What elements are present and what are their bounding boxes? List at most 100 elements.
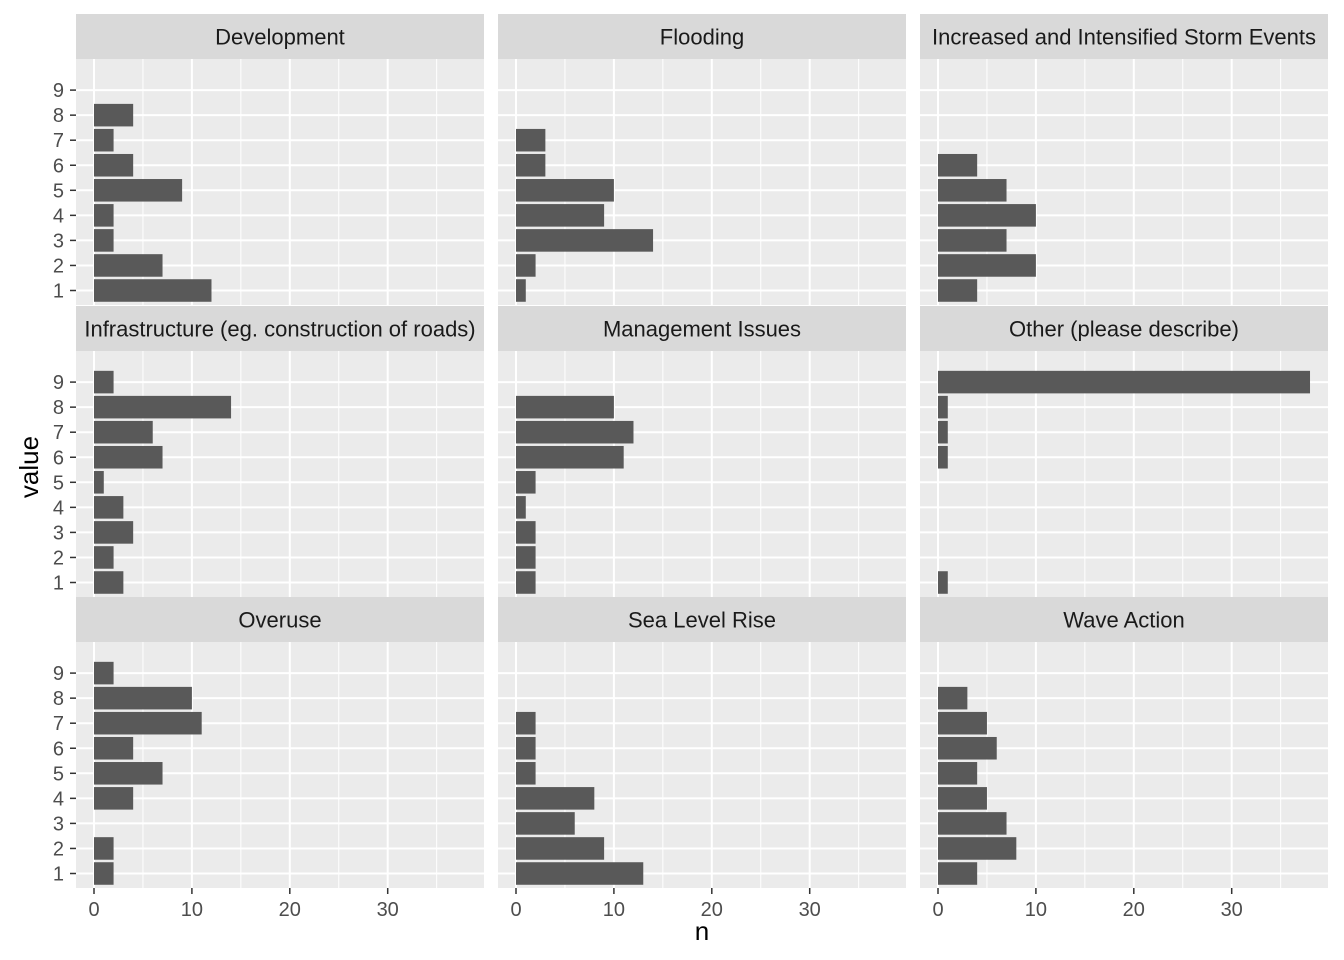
bar xyxy=(94,395,232,419)
bar xyxy=(938,445,948,469)
y-tick-label: 5 xyxy=(53,180,64,202)
facet-panel: Sea Level Rise 0 10 20 30 xyxy=(498,597,906,921)
bar xyxy=(94,787,134,810)
facet-strip-label: Wave Action xyxy=(1063,608,1184,633)
bar xyxy=(516,812,575,835)
bar xyxy=(516,279,526,302)
y-tick-label: 5 xyxy=(53,763,64,785)
facet-strip-label: Flooding xyxy=(660,25,744,50)
y-tick-label: 6 xyxy=(53,447,64,469)
bar xyxy=(94,153,134,177)
y-tick-label: 8 xyxy=(53,397,64,419)
bar xyxy=(94,736,134,760)
facet-strip xyxy=(920,306,1328,351)
y-tick-label: 2 xyxy=(53,838,64,860)
bar xyxy=(938,862,978,885)
bar xyxy=(94,711,202,735)
facet-panel: Infrastructure (eg. construction of road… xyxy=(53,306,484,597)
bar xyxy=(938,812,1007,835)
bar xyxy=(94,471,104,494)
x-tick-label: 0 xyxy=(932,899,943,921)
bar xyxy=(516,862,644,885)
facet-strip xyxy=(498,306,906,351)
bar xyxy=(94,661,114,685)
bar xyxy=(938,204,1036,227)
facet-strip-label: Sea Level Rise xyxy=(628,608,776,633)
bar xyxy=(938,179,1007,202)
x-tick-label: 10 xyxy=(603,899,625,921)
x-tick-label: 30 xyxy=(377,899,399,921)
bar xyxy=(94,496,124,519)
bar xyxy=(94,128,114,152)
facet-panel: Increased and Intensified Storm Events xyxy=(920,14,1328,305)
y-tick-label: 5 xyxy=(53,472,64,494)
facet-panel: Management Issues xyxy=(498,306,906,597)
bar xyxy=(94,179,183,202)
y-tick-label: 7 xyxy=(53,713,64,735)
panel-background xyxy=(498,351,906,597)
y-tick-label: 2 xyxy=(53,255,64,277)
bar xyxy=(94,445,163,469)
bar xyxy=(516,445,624,469)
bar xyxy=(94,279,212,302)
y-tick-label: 4 xyxy=(53,205,64,227)
bar xyxy=(516,711,536,735)
y-tick-label: 6 xyxy=(53,155,64,177)
facet-strip xyxy=(498,14,906,59)
x-tick-label: 10 xyxy=(181,899,203,921)
facet-strip xyxy=(920,14,1328,59)
bar xyxy=(938,153,978,177)
bar xyxy=(516,229,654,252)
facet-strip-label: Development xyxy=(215,25,345,50)
y-tick-label: 3 xyxy=(53,813,64,835)
bar xyxy=(516,546,536,569)
y-tick-label: 8 xyxy=(53,688,64,710)
bar xyxy=(94,571,124,594)
x-tick-label: 0 xyxy=(88,899,99,921)
bar xyxy=(516,496,526,519)
x-tick-label: 20 xyxy=(701,899,723,921)
bar xyxy=(94,837,114,860)
facet-strip xyxy=(76,306,484,351)
y-tick-label: 1 xyxy=(53,281,64,303)
bar xyxy=(94,546,114,569)
bar xyxy=(938,370,1311,394)
panel-background xyxy=(76,351,484,597)
x-tick-label: 10 xyxy=(1025,899,1047,921)
bar xyxy=(516,837,605,860)
y-tick-label: 3 xyxy=(53,230,64,252)
facet-strip-label: Infrastructure (eg. construction of road… xyxy=(84,317,475,342)
y-tick-label: 8 xyxy=(53,105,64,127)
y-tick-label: 3 xyxy=(53,522,64,544)
facet-strip-label: Other (please describe) xyxy=(1009,317,1239,342)
y-tick-label: 4 xyxy=(53,788,64,810)
bar xyxy=(938,711,987,735)
bar xyxy=(938,279,978,302)
bar xyxy=(94,521,134,544)
bar xyxy=(516,762,536,785)
bar xyxy=(516,204,605,227)
bar xyxy=(94,762,163,785)
bar xyxy=(938,229,1007,252)
y-tick-label: 4 xyxy=(53,497,64,519)
bar xyxy=(938,571,948,594)
bar xyxy=(516,787,595,810)
bar xyxy=(516,395,614,419)
bar xyxy=(94,862,114,885)
bar xyxy=(938,762,978,785)
facet-strip-label: Management Issues xyxy=(603,317,801,342)
x-axis-title: n xyxy=(695,916,709,946)
bar xyxy=(516,254,536,277)
bar xyxy=(516,571,536,594)
y-tick-label: 1 xyxy=(53,864,64,886)
facet-panel: Overuse 1 2 3 4 5 6 7 8 9 0 10 20 30 xyxy=(53,597,484,921)
y-tick-label: 9 xyxy=(53,80,64,102)
bar xyxy=(94,229,114,252)
y-tick-label: 1 xyxy=(53,573,64,595)
y-tick-label: 9 xyxy=(53,372,64,394)
x-tick-label: 0 xyxy=(510,899,521,921)
x-tick-label: 30 xyxy=(799,899,821,921)
bar xyxy=(94,254,163,277)
y-tick-label: 2 xyxy=(53,547,64,569)
